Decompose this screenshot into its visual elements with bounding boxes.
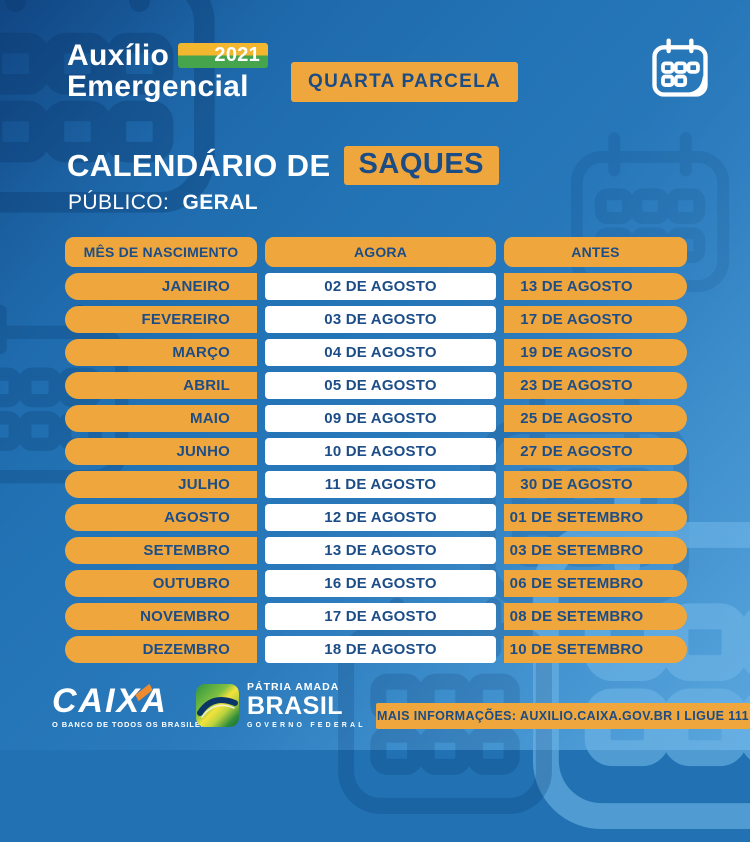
month-cell: DEZEMBRO: [65, 636, 257, 663]
column-header-agora: AGORA: [265, 237, 496, 267]
calendar-icon: [646, 35, 714, 103]
agora-date-cell: 03 DE AGOSTO: [265, 306, 496, 333]
info-bar: MAIS INFORMAÇÕES: AUXILIO.CAIXA.GOV.BR I…: [376, 703, 750, 729]
year-badge-label: 2021: [214, 44, 261, 66]
agora-date-cell: 04 DE AGOSTO: [265, 339, 496, 366]
title-highlight-badge: SAQUES: [343, 146, 500, 185]
page-title: CALENDÁRIO DE SAQUES: [67, 146, 500, 185]
month-cell: ABRIL: [65, 372, 257, 399]
month-cell: MARÇO: [65, 339, 257, 366]
month-cell: AGOSTO: [65, 504, 257, 531]
caixa-logo: CAIXA O BANCO DE TODOS OS BRASILEIROS: [52, 683, 223, 729]
antes-date-cell: 13 DE AGOSTO: [504, 273, 687, 300]
table-header-row: MÊS DE NASCIMENTO AGORA ANTES: [65, 237, 688, 267]
column-header-antes: ANTES: [504, 237, 687, 267]
month-cell: JULHO: [65, 471, 257, 498]
table-row: JUNHO 10 DE AGOSTO 27 DE AGOSTO: [65, 438, 688, 465]
antes-date-cell: 27 DE AGOSTO: [504, 438, 687, 465]
brasil-label: BRASIL: [247, 691, 344, 720]
month-cell: FEVEREIRO: [65, 306, 257, 333]
agora-date-cell: 18 DE AGOSTO: [265, 636, 496, 663]
agora-date-cell: 11 DE AGOSTO: [265, 471, 496, 498]
agora-date-cell: 13 DE AGOSTO: [265, 537, 496, 564]
antes-date-cell: 03 DE SETEMBRO: [504, 537, 687, 564]
agora-date-cell: 02 DE AGOSTO: [265, 273, 496, 300]
antes-date-cell: 23 DE AGOSTO: [504, 372, 687, 399]
brasil-flag-icon: [196, 683, 239, 727]
governo-text-block: PÁTRIA AMADA BRASIL GOVERNO FEDERAL: [247, 682, 366, 729]
table-row: MARÇO 04 DE AGOSTO 19 DE AGOSTO: [65, 339, 688, 366]
table-row: DEZEMBRO 18 DE AGOSTO 10 DE SETEMBRO: [65, 636, 688, 663]
table-row: JULHO 11 DE AGOSTO 30 DE AGOSTO: [65, 471, 688, 498]
table-row: FEVEREIRO 03 DE AGOSTO 17 DE AGOSTO: [65, 306, 688, 333]
table-row: OUTUBRO 16 DE AGOSTO 06 DE SETEMBRO: [65, 570, 688, 597]
agora-date-cell: 12 DE AGOSTO: [265, 504, 496, 531]
agora-date-cell: 17 DE AGOSTO: [265, 603, 496, 630]
table-row: MAIO 09 DE AGOSTO 25 DE AGOSTO: [65, 405, 688, 432]
governo-federal-label: GOVERNO FEDERAL: [247, 721, 366, 729]
month-cell: NOVEMBRO: [65, 603, 257, 630]
brand-line2: Emergencial: [67, 70, 249, 103]
caixa-tagline: O BANCO DE TODOS OS BRASILEIROS: [52, 720, 223, 729]
month-cell: SETEMBRO: [65, 537, 257, 564]
calendar-table: MÊS DE NASCIMENTO AGORA ANTES JANEIRO 02 …: [65, 237, 688, 663]
publico-label: PÚBLICO:: [68, 191, 170, 214]
antes-date-cell: 01 DE SETEMBRO: [504, 504, 687, 531]
title-lead: CALENDÁRIO DE: [67, 147, 331, 183]
month-cell: JANEIRO: [65, 273, 257, 300]
agora-date-cell: 10 DE AGOSTO: [265, 438, 496, 465]
antes-date-cell: 25 DE AGOSTO: [504, 405, 687, 432]
parcela-badge: QUARTA PARCELA: [291, 62, 519, 102]
antes-date-cell: 30 DE AGOSTO: [504, 471, 687, 498]
month-cell: MAIO: [65, 405, 257, 432]
antes-date-cell: 10 DE SETEMBRO: [504, 636, 687, 663]
year-badge: 2021: [178, 43, 269, 68]
antes-date-cell: 08 DE SETEMBRO: [504, 603, 687, 630]
agora-date-cell: 16 DE AGOSTO: [265, 570, 496, 597]
table-row: NOVEMBRO 17 DE AGOSTO 08 DE SETEMBRO: [65, 603, 688, 630]
month-cell: JUNHO: [65, 438, 257, 465]
antes-date-cell: 17 DE AGOSTO: [504, 306, 687, 333]
publico-line: PÚBLICO: GERAL: [68, 191, 258, 215]
table-row: JANEIRO 02 DE AGOSTO 13 DE AGOSTO: [65, 273, 688, 300]
patria-amada-label: PÁTRIA AMADA: [247, 681, 340, 693]
antes-date-cell: 19 DE AGOSTO: [504, 339, 687, 366]
publico-value: GERAL: [182, 191, 258, 214]
brand-logo: Auxílio 2021 Emergencial: [67, 39, 269, 103]
table-row: AGOSTO 12 DE AGOSTO 01 DE SETEMBRO: [65, 504, 688, 531]
agora-date-cell: 09 DE AGOSTO: [265, 405, 496, 432]
month-cell: OUTUBRO: [65, 570, 257, 597]
column-header-month: MÊS DE NASCIMENTO: [65, 237, 257, 267]
table-row: SETEMBRO 13 DE AGOSTO 03 DE SETEMBRO: [65, 537, 688, 564]
governo-federal-logo: PÁTRIA AMADA BRASIL GOVERNO FEDERAL: [196, 682, 366, 729]
brand-line1: Auxílio: [67, 39, 170, 72]
agora-date-cell: 05 DE AGOSTO: [265, 372, 496, 399]
table-row: ABRIL 05 DE AGOSTO 23 DE AGOSTO: [65, 372, 688, 399]
antes-date-cell: 06 DE SETEMBRO: [504, 570, 687, 597]
